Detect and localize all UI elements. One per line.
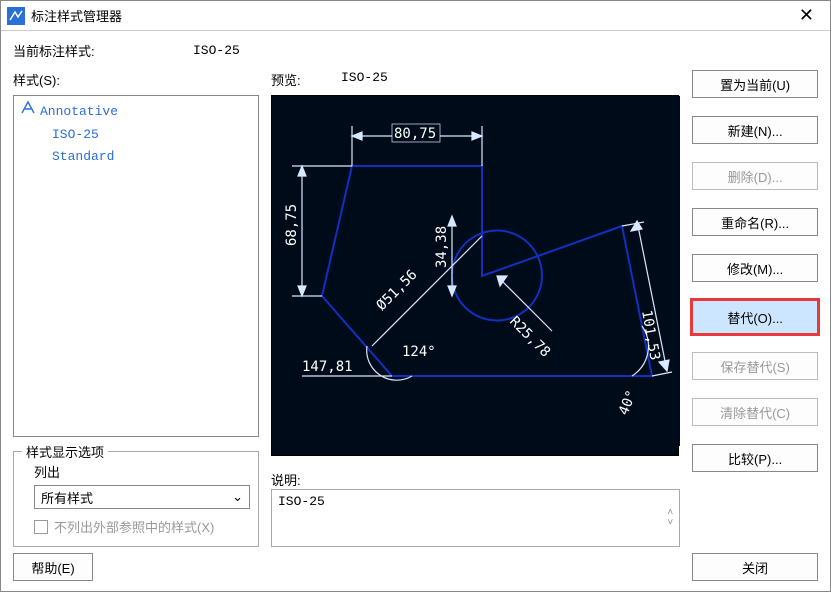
list-label: 列出 (34, 462, 248, 481)
checkbox-icon (34, 520, 48, 534)
footer: 帮助(E) 关闭 (1, 553, 830, 591)
combo-value: 所有样式 (41, 488, 93, 507)
compare-button[interactable]: 比较(P)... (692, 444, 818, 472)
close-icon[interactable]: ✕ (789, 5, 824, 26)
dim-angle-left: 124° (402, 344, 436, 360)
style-item-label: Annotative (40, 101, 118, 123)
rename-button[interactable]: 重命名(R)... (692, 208, 818, 236)
styles-label: 样式(S): (13, 70, 259, 89)
dim-left: 68,75 (284, 204, 300, 246)
dialog-body: 当前标注样式: ISO-25 样式(S): Annotative ISO-25 (1, 31, 830, 553)
style-item-label: Standard (52, 146, 114, 168)
style-item-annotative[interactable]: Annotative (20, 100, 252, 124)
style-item-iso25[interactable]: ISO-25 (20, 124, 252, 146)
main-area: 样式(S): Annotative ISO-25 Standard (13, 70, 818, 547)
clear-override-button[interactable]: 清除替代(C) (692, 398, 818, 426)
left-column: 样式(S): Annotative ISO-25 Standard (13, 70, 259, 547)
right-column: 置为当前(U) 新建(N)... 删除(D)... 重命名(R)... 修改(M… (692, 70, 818, 547)
dim-inner: 34,38 (434, 226, 450, 268)
override-button[interactable]: 替代(O)... (692, 300, 818, 334)
chevron-down-icon: ⌄ (232, 489, 243, 505)
description-value: ISO-25 (278, 494, 325, 542)
current-style-value: ISO-25 (193, 43, 240, 58)
filter-combobox[interactable]: 所有样式 ⌄ (34, 485, 250, 509)
annotative-icon (20, 100, 36, 124)
description-box: ISO-25 ˄ ˅ (271, 489, 680, 547)
checkbox-label: 不列出外部参照中的样式(X) (54, 517, 214, 536)
spin-down-icon: ˅ (667, 518, 673, 528)
styles-listbox[interactable]: Annotative ISO-25 Standard (13, 95, 259, 437)
xref-checkbox-row[interactable]: 不列出外部参照中的样式(X) (34, 517, 248, 536)
dim-overall: 147,81 (302, 359, 353, 375)
style-item-standard[interactable]: Standard (20, 146, 252, 168)
titlebar: 标注样式管理器 ✕ (1, 1, 830, 31)
dialog-title: 标注样式管理器 (31, 6, 789, 25)
style-item-label: ISO-25 (52, 124, 99, 146)
preview-header: 预览: ISO-25 (271, 70, 680, 89)
help-button[interactable]: 帮助(E) (13, 553, 93, 581)
modify-button[interactable]: 修改(M)... (692, 254, 818, 282)
current-style-row: 当前标注样式: ISO-25 (13, 41, 818, 60)
description-label: 说明: (271, 470, 680, 489)
description-spinner[interactable]: ˄ ˅ (667, 494, 673, 542)
preview-style-name: ISO-25 (341, 70, 388, 89)
set-current-button[interactable]: 置为当前(U) (692, 70, 818, 98)
dim-top: 80,75 (394, 126, 436, 142)
current-style-label: 当前标注样式: (13, 41, 193, 60)
delete-button[interactable]: 删除(D)... (692, 162, 818, 190)
display-options-legend: 样式显示选项 (22, 442, 108, 461)
new-button[interactable]: 新建(N)... (692, 116, 818, 144)
display-options-group: 样式显示选项 列出 所有样式 ⌄ 不列出外部参照中的样式(X) (13, 451, 259, 547)
close-button[interactable]: 关闭 (692, 553, 818, 581)
dialog: 标注样式管理器 ✕ 当前标注样式: ISO-25 样式(S): Annotati… (0, 0, 831, 592)
preview-canvas: 80,75 68,75 147,81 34,38 Ø51,56 R25,78 1… (271, 95, 679, 456)
preview-label: 预览: (271, 70, 341, 89)
center-column: 预览: ISO-25 (271, 70, 680, 547)
app-icon (7, 7, 25, 25)
save-override-button[interactable]: 保存替代(S) (692, 352, 818, 380)
